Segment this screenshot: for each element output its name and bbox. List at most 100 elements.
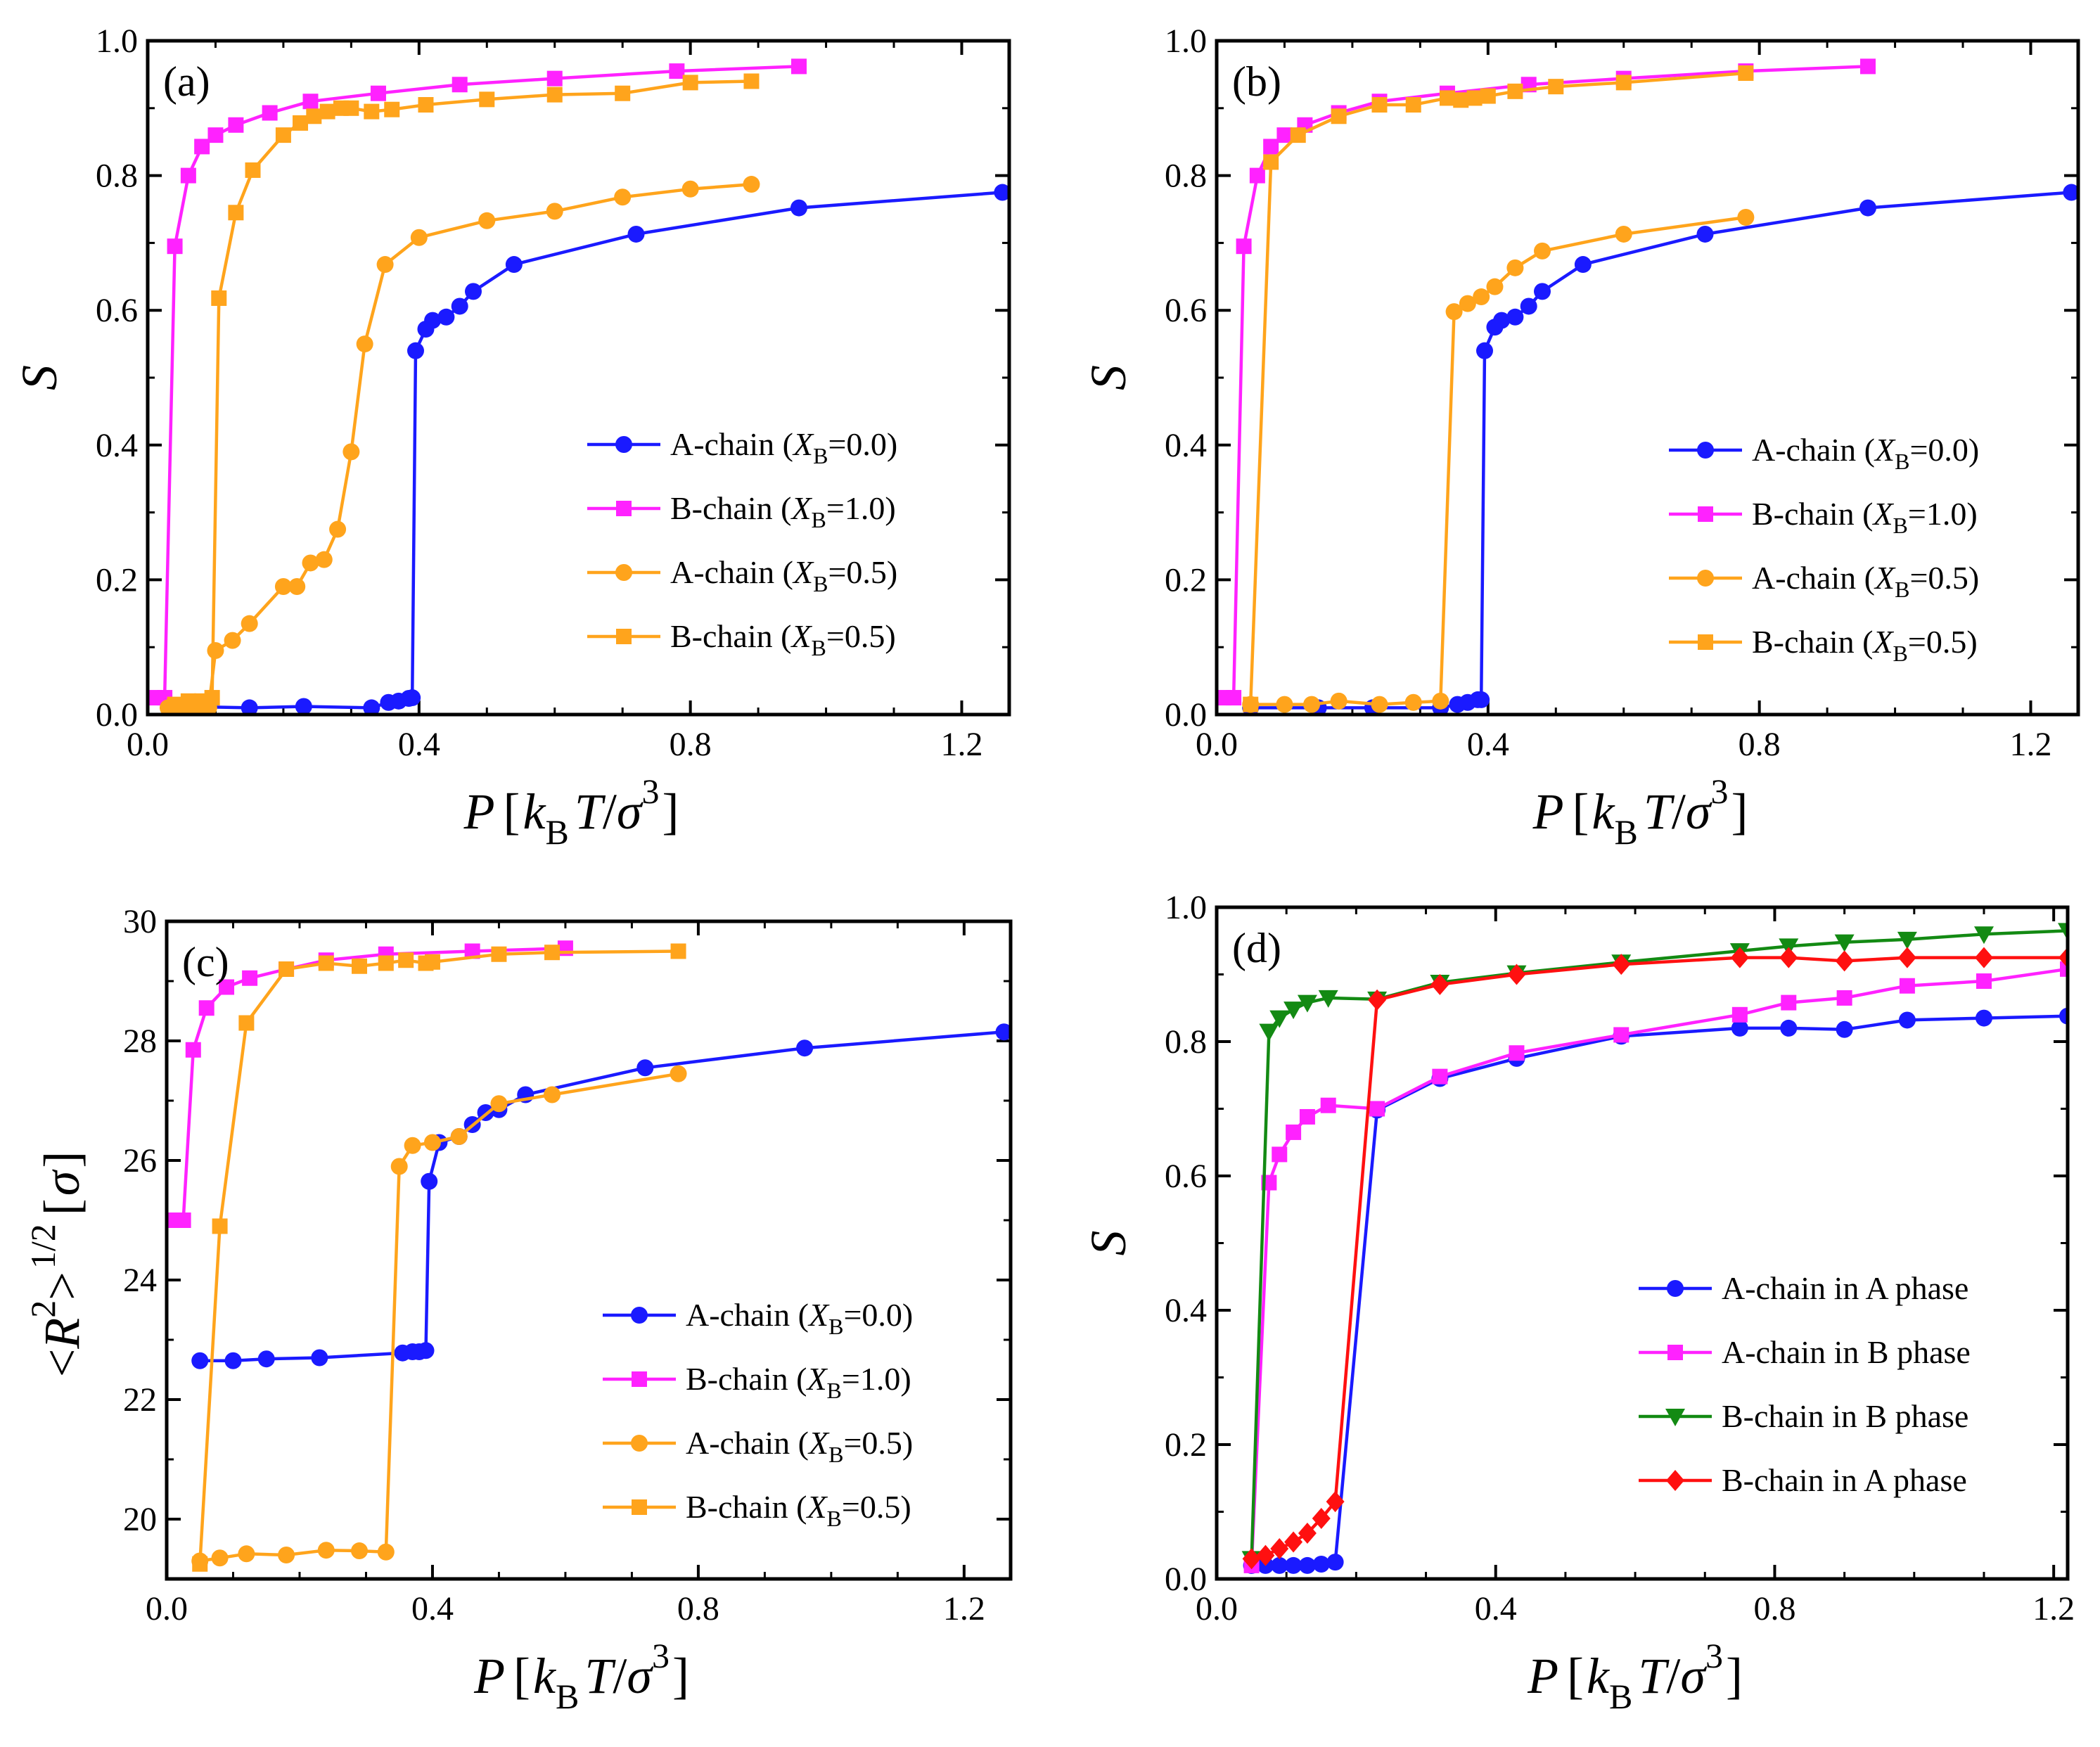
legend-label-post: =1.0) [842, 1361, 911, 1397]
data-point [404, 689, 421, 707]
x-axis-sigma: σ [1686, 783, 1712, 840]
data-point [1520, 297, 1537, 315]
x-axis-sigma: σ [1680, 1648, 1707, 1704]
series-a-chain-xb-0-5- [1242, 208, 1755, 713]
data-point [2063, 184, 2078, 201]
data-point [1290, 127, 1306, 143]
data-point [404, 1137, 421, 1154]
y-tick-label: 0.6 [1165, 1158, 1207, 1195]
data-point [1326, 1554, 1344, 1571]
data-point [790, 199, 807, 217]
legend-label-sub: B [1895, 449, 1909, 474]
y-tick-label: 0.2 [96, 561, 138, 599]
data-point [1859, 199, 1876, 217]
data-point [1286, 1124, 1302, 1140]
legend-label-post: =1.0) [1908, 496, 1978, 532]
plot-frame [146, 39, 1011, 717]
legend-label: A-chain (XB=0.0) [670, 426, 897, 468]
x-axis-slash: / [603, 783, 617, 840]
panel-label: (c) [182, 939, 229, 985]
data-point [1897, 931, 1917, 949]
legend-label-text: A-chain ( [686, 1425, 809, 1461]
legend-label-var: X [1871, 496, 1894, 532]
data-point [1276, 696, 1293, 713]
x-tick-label: 0.8 [1753, 1590, 1795, 1627]
data-point [1404, 693, 1422, 711]
data-point [192, 1556, 208, 1572]
legend-item: B-chain (XB=0.5) [587, 618, 896, 660]
data-point [796, 1039, 814, 1057]
legend-label-post: =0.0) [828, 426, 897, 462]
data-point [329, 520, 347, 538]
data-point [1574, 256, 1592, 274]
data-point [319, 103, 335, 120]
x-tick-label: 0.0 [127, 726, 169, 763]
data-point [682, 75, 698, 91]
legend-item: A-chain in A phase [1639, 1270, 1968, 1306]
x-axis-bracket-close: ] [1731, 783, 1748, 840]
data-point [207, 641, 224, 659]
data-point [198, 1000, 215, 1016]
legend-label-sub: B [813, 443, 828, 468]
y-tick-label: 24 [123, 1262, 157, 1299]
data-point [1509, 1045, 1525, 1061]
data-point [370, 85, 386, 101]
legend-label-text: B-chain in B phase [1722, 1398, 1968, 1434]
data-point [1480, 88, 1496, 104]
legend-label-post: =0.5) [842, 1489, 911, 1525]
series-line [1250, 967, 2068, 1566]
data-point [450, 1128, 468, 1145]
data-point [1369, 1101, 1385, 1117]
data-point [175, 1212, 191, 1228]
legend-label-text: B-chain ( [686, 1489, 807, 1525]
data-point [636, 1059, 654, 1077]
data-point [1507, 83, 1523, 99]
data-point [544, 1086, 561, 1103]
y-axis-bracket: [ [34, 1198, 90, 1215]
data-point [1473, 691, 1490, 708]
data-point [180, 167, 196, 184]
x-tick-label: 0.8 [1739, 726, 1781, 763]
data-point [1898, 1011, 1916, 1029]
data-point [627, 225, 645, 243]
series-line [154, 65, 800, 700]
legend-label-sub: B [1895, 577, 1909, 602]
data-point [452, 77, 468, 93]
legend-marker [616, 629, 632, 644]
data-point [1486, 278, 1504, 295]
data-point [1612, 954, 1631, 975]
series-b-chain-xb-1-0- [148, 58, 807, 706]
x-axis-sup: 3 [1710, 772, 1728, 811]
data-point [2060, 961, 2068, 977]
y-tick-label: 28 [123, 1023, 157, 1060]
data-point [204, 690, 220, 706]
legend-label-text: A-chain ( [686, 1297, 809, 1333]
data-point [219, 979, 235, 995]
data-point [1303, 696, 1321, 713]
data-point [743, 176, 760, 193]
data-point [242, 970, 258, 986]
x-axis-sub: B [546, 812, 569, 852]
data-point [1318, 990, 1338, 1008]
x-axis-title: P [kB T/σ3] [473, 1636, 689, 1716]
legend-marker [1698, 634, 1713, 650]
data-point [421, 1172, 438, 1190]
series-b-chain-xb-1-0- [1217, 58, 1876, 706]
legend-item: B-chain (XB=0.5) [1669, 624, 1978, 666]
data-point [1371, 97, 1388, 113]
data-point [318, 955, 334, 971]
legend-label-var: X [792, 554, 814, 590]
legend-marker [1667, 1345, 1683, 1360]
data-point [478, 212, 496, 229]
data-point [398, 952, 414, 968]
x-axis-k: k [533, 1648, 557, 1704]
data-point [1256, 1544, 1275, 1566]
y-axis-gt: > [34, 1272, 90, 1300]
y-tick-label: 0.8 [1165, 158, 1207, 195]
y-axis-sup-half: 1/2 [23, 1224, 63, 1269]
plot-frame [165, 919, 1013, 1581]
x-axis-var: P [473, 1648, 505, 1704]
x-axis-bracket-close: ] [672, 1648, 689, 1704]
data-point [185, 1042, 201, 1058]
legend-label-text: A-chain in A phase [1722, 1270, 1968, 1306]
